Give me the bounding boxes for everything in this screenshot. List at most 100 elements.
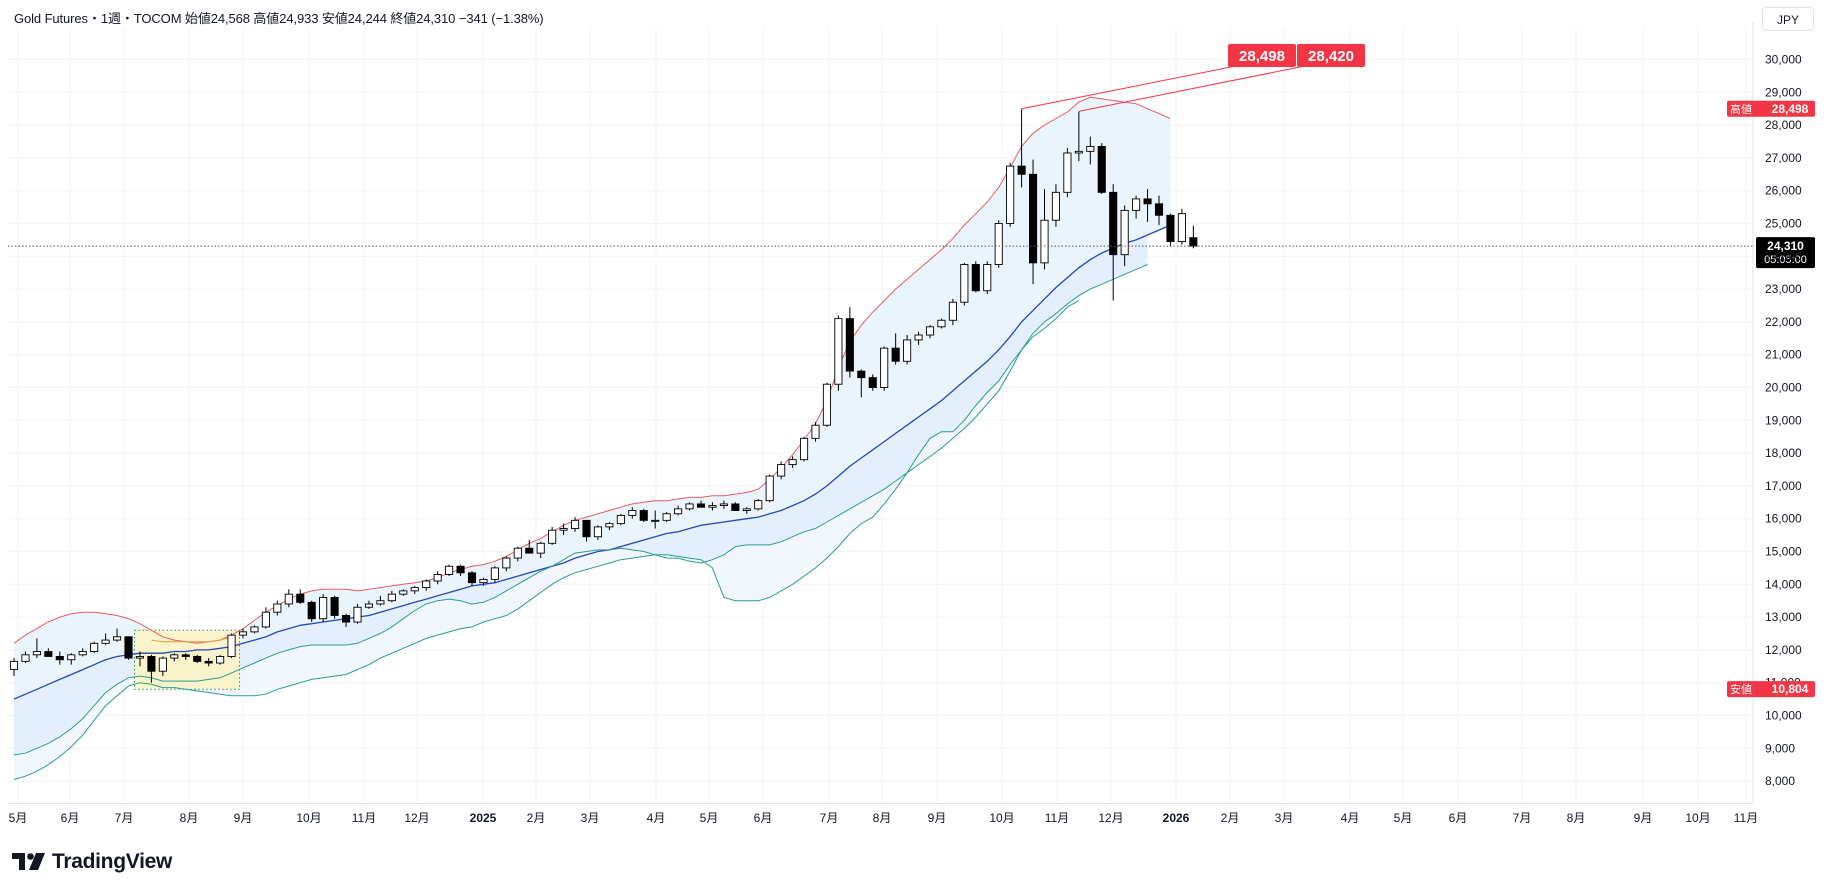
candle <box>1177 208 1186 245</box>
candle <box>559 523 568 536</box>
time-tick-label: 6月 <box>1449 811 1468 825</box>
time-tick-label: 6月 <box>61 811 80 825</box>
candle <box>1017 108 1026 188</box>
candle <box>788 456 797 468</box>
candle-body <box>788 459 797 466</box>
time-tick-label: 7月 <box>115 811 134 825</box>
time-tick-label: 9月 <box>234 811 253 825</box>
high-callouts: 28,498 28,420 <box>1021 44 1365 112</box>
candle-body <box>891 347 900 362</box>
candle <box>124 636 133 660</box>
candle-body <box>925 326 935 336</box>
time-tick-label: 11月 <box>352 811 376 825</box>
candle-body <box>937 319 946 328</box>
candle <box>410 585 419 595</box>
candle <box>216 654 225 665</box>
time-tick-label: 5月 <box>1394 811 1413 825</box>
callout-high-2-pointer <box>1078 65 1306 112</box>
time-axis[interactable]: 5月 6月 7月 8月 9月 10月 11月 12月 2025 2月 3月 4月 5月 6月 7月 8月 9月 1… <box>8 803 1758 826</box>
candle-body <box>261 611 270 628</box>
candle-body <box>112 636 122 641</box>
price-tick-label: 30,000 <box>1765 53 1802 67</box>
candle-body <box>731 503 740 511</box>
time-tick-label: 2月 <box>1221 811 1240 825</box>
candle <box>925 325 935 339</box>
candle-body <box>170 654 179 659</box>
candle-body <box>777 464 786 477</box>
candle <box>135 651 145 667</box>
candle <box>536 541 545 559</box>
callout-high-1-pointer <box>1021 65 1237 110</box>
candle-body <box>1028 173 1038 264</box>
candle-body <box>9 660 19 671</box>
candle <box>1051 184 1060 227</box>
currency-button[interactable]: JPY <box>1762 7 1814 31</box>
candle <box>227 633 236 659</box>
candle-body <box>227 634 236 657</box>
lowest-band-fill <box>14 295 1079 780</box>
candle-body <box>719 503 728 507</box>
candle <box>78 648 87 657</box>
candle-body <box>90 642 99 652</box>
price-tick-label: 14,000 <box>1765 577 1802 591</box>
candle-body <box>1063 152 1072 193</box>
candle <box>1040 189 1049 270</box>
candle <box>971 261 980 293</box>
candle-body <box>410 587 419 592</box>
low-tag <box>1727 681 1815 698</box>
candle-body <box>651 519 660 522</box>
price-axis[interactable]: 8,0009,00010,00011,00012,00013,00014,000… <box>1727 22 1815 803</box>
candle-body <box>284 593 293 605</box>
candle-body <box>135 656 145 659</box>
candle <box>983 261 992 295</box>
candle <box>376 595 385 606</box>
candle-body <box>101 639 110 644</box>
candle <box>834 315 843 391</box>
price-tick-label: 18,000 <box>1765 446 1802 460</box>
candle-body <box>32 651 41 656</box>
callout-high-2-value: 28,420 <box>1308 48 1354 65</box>
candle-body <box>467 572 477 584</box>
candle <box>605 521 614 531</box>
candle <box>170 653 179 662</box>
low-label: 安値 <box>1730 682 1752 696</box>
time-tick-label: 5月 <box>700 811 719 825</box>
time-tick-label: 4月 <box>647 811 666 825</box>
candle <box>433 571 442 585</box>
price-tick-label: 23,000 <box>1765 282 1802 296</box>
candles[interactable] <box>9 108 1198 683</box>
candle <box>1189 225 1198 249</box>
time-tick-label: 12月 <box>404 811 429 825</box>
time-tick-label: 7月 <box>1513 811 1532 825</box>
candle <box>571 517 580 532</box>
inner-band-line <box>151 636 232 643</box>
candle-body <box>800 437 809 461</box>
tradingview-logo-icon <box>12 853 45 870</box>
candle-body <box>903 339 912 362</box>
candle <box>21 651 30 664</box>
candle <box>719 500 728 509</box>
candle <box>353 603 362 624</box>
candle-body <box>513 547 522 559</box>
time-tick-label: 6月 <box>754 811 773 825</box>
tradingview-logo[interactable]: TradingView <box>12 850 172 874</box>
candle-body <box>765 475 774 502</box>
candle <box>891 333 900 365</box>
candle-body <box>880 347 889 388</box>
candle <box>754 499 763 511</box>
candle <box>1063 148 1072 198</box>
time-tick-label: 10月 <box>296 811 321 825</box>
candle-body <box>525 547 534 554</box>
price-tick-label: 20,000 <box>1765 381 1802 395</box>
candle-body <box>376 600 385 605</box>
candle <box>1132 195 1141 219</box>
price-tick-label: 25,000 <box>1765 217 1802 231</box>
price-tick-label: 29,000 <box>1765 85 1802 99</box>
candle-body <box>593 526 602 538</box>
candle-body <box>1017 165 1026 175</box>
candle <box>158 656 167 677</box>
candle <box>387 590 396 603</box>
candle-body <box>914 334 923 341</box>
